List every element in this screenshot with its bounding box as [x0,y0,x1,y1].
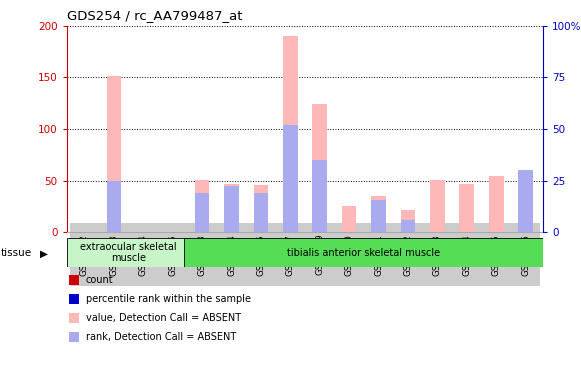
Bar [460,184,474,232]
Bar [106,76,121,232]
Bar [224,184,239,232]
Bar [253,185,268,232]
Bar [401,210,415,232]
Text: tibialis anterior skeletal muscle: tibialis anterior skeletal muscle [287,247,440,258]
Bar [253,193,268,232]
Text: ▶: ▶ [40,248,48,258]
Bar [195,180,209,232]
Text: value, Detection Call = ABSENT: value, Detection Call = ABSENT [86,313,241,323]
Bar [518,184,533,232]
Bar [195,193,209,232]
Text: percentile rank within the sample: percentile rank within the sample [86,294,251,304]
Bar [224,186,239,232]
Bar [67,238,191,267]
Text: extraocular skeletal
muscle: extraocular skeletal muscle [80,242,177,264]
Bar [518,171,533,232]
Text: GDS254 / rc_AA799487_at: GDS254 / rc_AA799487_at [67,9,242,22]
Bar [313,160,327,232]
Bar [283,125,297,232]
Bar [106,181,121,232]
Text: count: count [86,275,114,285]
Bar [371,196,386,232]
Bar [283,36,297,232]
Bar [342,206,357,232]
Text: rank, Detection Call = ABSENT: rank, Detection Call = ABSENT [86,332,236,342]
Bar [184,238,543,267]
Bar [430,180,444,232]
Bar [313,104,327,232]
Text: tissue: tissue [1,248,33,258]
Bar [401,220,415,232]
Bar [371,200,386,232]
Bar [489,176,504,232]
